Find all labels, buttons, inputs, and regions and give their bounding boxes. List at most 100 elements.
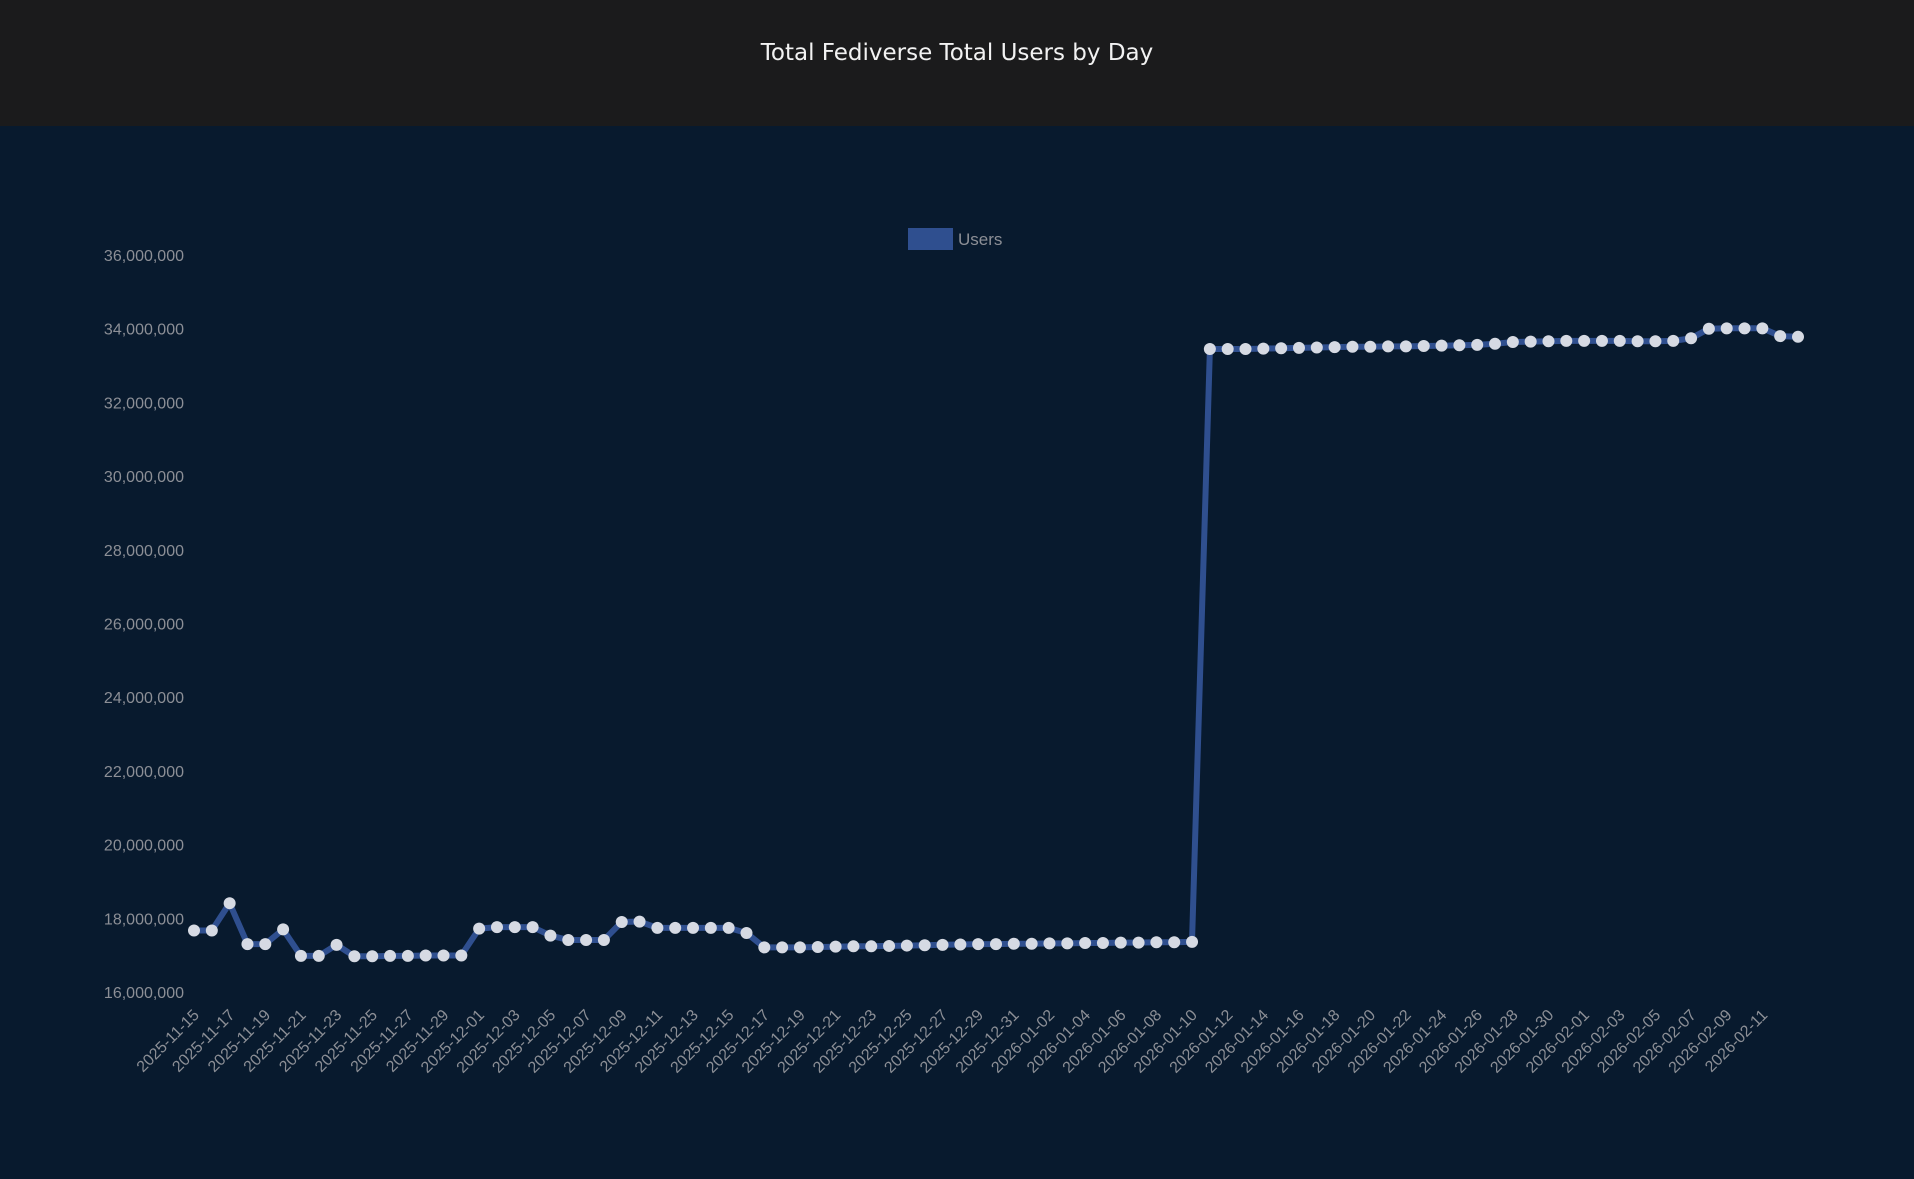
data-point[interactable] [847,940,860,953]
data-point[interactable] [972,938,985,951]
data-point[interactable] [1007,937,1020,950]
data-point[interactable] [1292,341,1305,354]
data-point[interactable] [1257,342,1270,355]
data-point[interactable] [1756,322,1769,335]
data-point[interactable] [1738,322,1751,335]
data-point[interactable] [704,921,717,934]
data-point[interactable] [1096,936,1109,949]
data-point[interactable] [954,938,967,951]
y-tick-label: 34,000,000 [104,322,184,339]
data-point[interactable] [1774,330,1787,343]
data-point[interactable] [1453,339,1466,352]
data-point[interactable] [1150,936,1163,949]
data-point[interactable] [241,938,254,951]
data-point[interactable] [259,938,272,951]
data-point[interactable] [1578,334,1591,347]
data-point[interactable] [490,921,503,934]
data-point[interactable] [883,939,896,952]
data-point[interactable] [1489,337,1502,350]
data-point[interactable] [1043,937,1056,950]
data-point[interactable] [1114,936,1127,949]
data-point[interactable] [384,949,397,962]
y-tick-label: 32,000,000 [104,395,184,412]
data-point[interactable] [526,921,539,934]
data-point[interactable] [366,950,379,963]
data-point[interactable] [615,915,628,928]
y-tick-label: 24,000,000 [104,690,184,707]
data-point[interactable] [1275,342,1288,355]
data-point[interactable] [401,949,414,962]
legend[interactable]: Users [908,228,1002,250]
data-point[interactable] [687,921,700,934]
data-point[interactable] [793,941,806,954]
data-point[interactable] [1506,335,1519,348]
data-point[interactable] [1221,342,1234,355]
data-point[interactable] [1168,936,1181,949]
data-point[interactable] [1310,341,1323,354]
data-point[interactable] [562,934,575,947]
data-point[interactable] [1524,335,1537,348]
data-point[interactable] [544,929,557,942]
data-point[interactable] [1239,342,1252,355]
data-point[interactable] [1364,340,1377,353]
data-point[interactable] [348,950,361,963]
data-point[interactable] [669,921,682,934]
data-point[interactable] [651,921,664,934]
data-point[interactable] [473,922,486,935]
data-point[interactable] [918,939,931,952]
data-point[interactable] [508,921,521,934]
data-point[interactable] [1702,322,1715,335]
data-point[interactable] [1025,937,1038,950]
y-tick-label: 18,000,000 [104,911,184,928]
data-point[interactable] [1667,334,1680,347]
y-tick-label: 20,000,000 [104,838,184,855]
data-point[interactable] [865,940,878,953]
data-point[interactable] [829,940,842,953]
data-point[interactable] [1203,342,1216,355]
data-point[interactable] [1792,330,1804,343]
data-point[interactable] [455,949,468,962]
data-point[interactable] [1328,341,1341,354]
data-point[interactable] [1417,340,1430,353]
data-point[interactable] [419,949,432,962]
x-axis: 2025-11-152025-11-172025-11-192025-11-21… [134,1007,1771,1077]
data-point[interactable] [1613,334,1626,347]
data-point[interactable] [990,938,1002,951]
data-point[interactable] [312,949,325,962]
data-point[interactable] [1061,937,1074,950]
data-point[interactable] [205,924,218,937]
data-point[interactable] [1542,335,1555,348]
data-point[interactable] [740,927,753,940]
data-point[interactable] [1649,335,1662,348]
data-point[interactable] [597,934,610,947]
data-point[interactable] [1435,339,1448,352]
data-point[interactable] [1595,334,1608,347]
data-point[interactable] [580,934,593,947]
data-point[interactable] [437,949,450,962]
data-point[interactable] [722,921,735,934]
data-point[interactable] [188,924,200,937]
data-point[interactable] [633,915,646,928]
legend-label-users: Users [958,230,1002,249]
data-point[interactable] [1079,936,1092,949]
data-point[interactable] [277,923,290,936]
data-point[interactable] [1399,340,1412,353]
data-point[interactable] [1631,335,1644,348]
data-point[interactable] [1132,936,1145,949]
data-point[interactable] [1382,340,1395,353]
legend-swatch [908,228,953,250]
data-point[interactable] [776,941,789,954]
data-point[interactable] [936,938,949,951]
data-point[interactable] [294,949,307,962]
data-point[interactable] [811,941,824,954]
data-point[interactable] [1186,935,1199,948]
data-point[interactable] [1685,332,1698,345]
data-point[interactable] [1346,340,1359,353]
data-point[interactable] [223,897,236,910]
data-point[interactable] [900,939,913,952]
data-point[interactable] [1471,338,1484,351]
data-point[interactable] [330,938,343,951]
data-point[interactable] [758,941,771,954]
data-point[interactable] [1560,334,1573,347]
data-point[interactable] [1720,322,1733,335]
